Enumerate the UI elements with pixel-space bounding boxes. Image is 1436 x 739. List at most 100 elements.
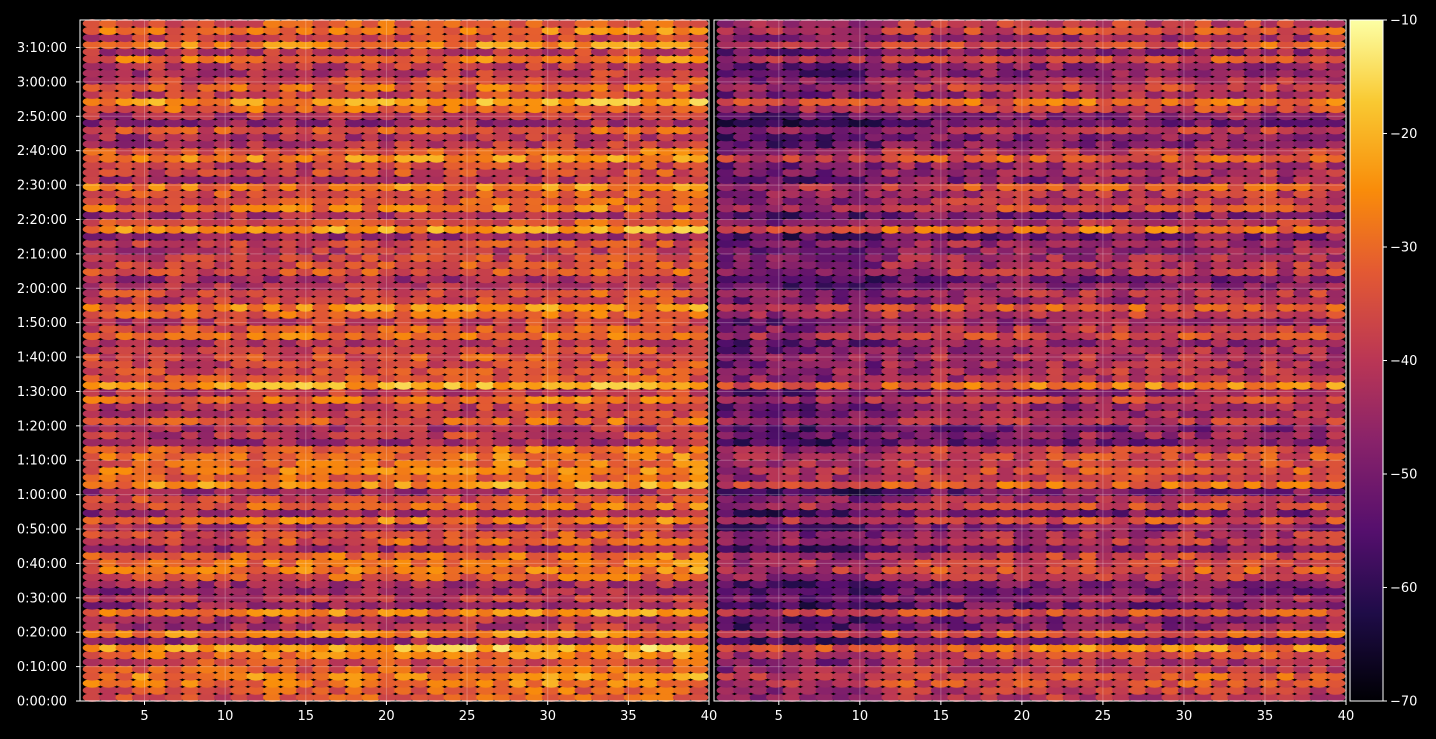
heatmap-cell (377, 395, 397, 404)
heatmap-cell (181, 515, 201, 525)
heatmap-cell (213, 664, 233, 674)
heatmap-cell (148, 402, 168, 411)
heatmap-cell (164, 451, 184, 461)
heatmap-cell (509, 373, 528, 383)
heatmap-cell (345, 480, 364, 489)
heatmap-cell (492, 380, 512, 390)
heatmap-cell (246, 629, 266, 638)
heatmap-cell (230, 473, 250, 482)
heatmap-cell (574, 451, 594, 461)
heatmap-cell (213, 529, 233, 539)
heatmap-cell (476, 629, 496, 638)
heatmap-cell (459, 515, 479, 525)
heatmap-cell (459, 615, 479, 624)
heatmap-cell (525, 253, 545, 262)
heatmap-cell (558, 487, 578, 497)
heatmap-cell (656, 487, 676, 497)
heatmap-cell (656, 466, 676, 475)
heatmap-cell (148, 359, 168, 369)
heatmap-cell (541, 544, 561, 553)
heatmap-cell (427, 331, 446, 341)
heatmap-cell (492, 615, 512, 624)
heatmap-cell (525, 430, 545, 440)
heatmap-cell (246, 473, 266, 482)
heatmap-cell (672, 274, 692, 284)
heatmap-cell (82, 515, 102, 525)
heatmap-cell (672, 388, 692, 397)
heatmap-cell (623, 331, 643, 341)
heatmap-cell (148, 274, 168, 284)
heatmap-cell (148, 515, 168, 525)
heatmap-cell (345, 345, 364, 355)
heatmap-cell (361, 607, 381, 617)
heatmap-cell (590, 494, 610, 504)
heatmap-cell (197, 579, 217, 589)
heatmap-cell (574, 267, 594, 277)
heatmap-cell (689, 508, 709, 518)
heatmap-cell (279, 629, 299, 638)
heatmap-cell (640, 409, 660, 419)
heatmap-cell (590, 629, 610, 638)
heatmap-cell (246, 565, 266, 575)
heatmap-cell (410, 515, 430, 525)
heatmap-cell (164, 629, 184, 638)
heatmap-cell (295, 593, 315, 603)
heatmap-cell (181, 430, 201, 440)
heatmap-cell (689, 345, 709, 355)
heatmap-cell (410, 537, 430, 546)
heatmap-cell (230, 565, 250, 575)
heatmap-cell (131, 650, 151, 660)
heatmap-cell (181, 352, 201, 362)
heatmap-cell (295, 345, 315, 355)
heatmap-cell (345, 615, 364, 624)
heatmap-cell (377, 388, 397, 397)
heatmap-cell (295, 338, 315, 348)
heatmap-cell (246, 480, 266, 489)
heatmap-cell (607, 310, 627, 319)
heatmap-cell (295, 359, 315, 369)
heatmap-cell (312, 487, 332, 497)
heatmap-cell (476, 643, 496, 653)
heatmap-cell (558, 437, 578, 447)
heatmap-cell (541, 671, 561, 681)
heatmap-cell (459, 260, 479, 270)
heatmap-cell (689, 331, 709, 341)
heatmap-cell (82, 359, 102, 369)
heatmap-cell (640, 281, 660, 291)
heatmap-cell (541, 508, 561, 518)
heatmap-cell (377, 629, 397, 638)
heatmap-cell (328, 466, 348, 475)
heatmap-cell (148, 288, 168, 298)
heatmap-cell (181, 338, 201, 348)
heatmap-cell (115, 366, 135, 376)
heatmap-cell (230, 246, 250, 255)
heatmap-cell (312, 586, 332, 596)
heatmap-cell (131, 409, 151, 419)
heatmap-cell (689, 430, 709, 440)
heatmap-cell (410, 359, 430, 369)
heatmap-cell (558, 444, 578, 454)
heatmap-cell (492, 494, 512, 504)
heatmap-cell (99, 572, 119, 582)
heatmap-cell (672, 487, 692, 497)
heatmap-cell (509, 380, 528, 390)
heatmap-cell (361, 643, 381, 653)
heatmap-cell (640, 260, 660, 270)
heatmap-cell (558, 451, 578, 461)
heatmap-cell (394, 636, 414, 646)
heatmap-cell (181, 615, 201, 624)
heatmap-cell (164, 324, 184, 333)
heatmap-cell (263, 593, 282, 603)
heatmap-cell (525, 288, 545, 298)
heatmap-cell (656, 579, 676, 589)
heatmap-cell (443, 224, 463, 234)
heatmap-cell (509, 643, 528, 653)
heatmap-cell (99, 267, 119, 277)
heatmap-cell (623, 224, 643, 234)
heatmap-cell (623, 565, 643, 575)
heatmap-cell (656, 324, 676, 333)
heatmap-cell (607, 331, 627, 341)
heatmap-cell (263, 416, 282, 426)
heatmap-cell (345, 416, 364, 426)
heatmap-cell (623, 586, 643, 596)
